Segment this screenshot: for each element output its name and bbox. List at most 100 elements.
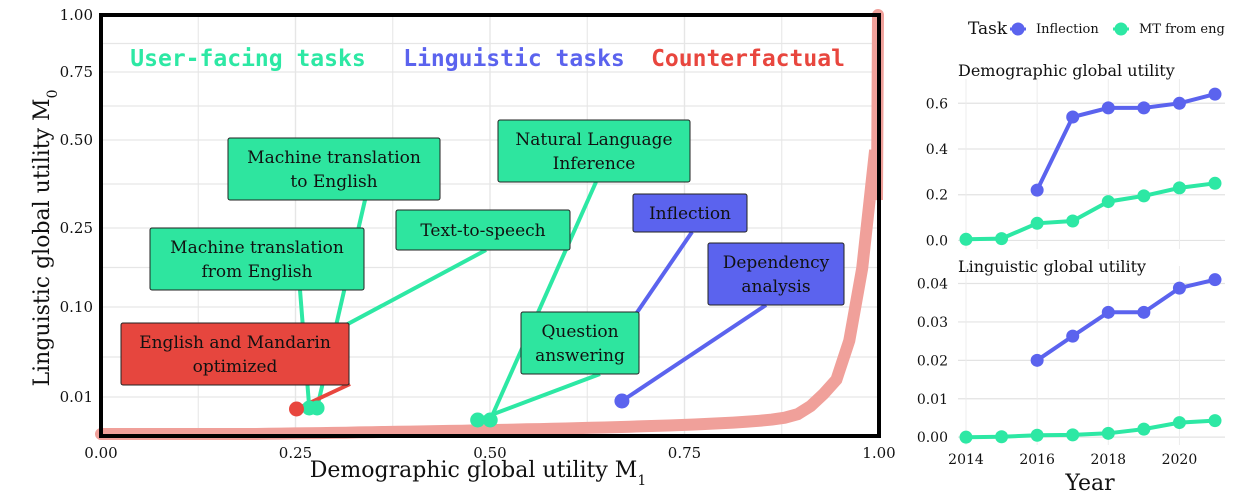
series-point-1 [1208,414,1222,428]
series-point-1 [995,232,1009,246]
panel-y-tick: 0.00 [917,430,948,446]
connector-6 [620,303,768,403]
point-user [301,400,317,416]
y-tick-label: 0.25 [60,219,93,237]
label-text: English and Mandarin [139,333,331,353]
demographic-utility-panel: 0.0 0.2 0.4 0.6 [926,79,1225,249]
label-box-bg [120,322,350,386]
point-user [470,412,486,428]
label-text: analysis [741,277,810,297]
legend-inflection-marker [1011,22,1025,36]
legend-counterfactual: Counterfactual [651,46,845,72]
series-point-0 [1066,329,1080,343]
label-text: Dependency [723,253,830,273]
legend-mt-from-eng-label: MT from eng [1139,22,1225,37]
series-point-0 [1030,183,1044,197]
series-point-1 [1030,216,1044,230]
label-box-bg [707,242,845,306]
point-counter [289,401,304,417]
series-point-0 [1101,305,1115,319]
y-tick-labels: 0.01 0.10 0.25 0.50 0.75 1.00 [60,6,93,406]
x-axis-title: Demographic global utility M1 [310,458,647,489]
series-point-1 [1066,214,1080,228]
series-point-1 [1030,428,1044,442]
legend-mt-from-eng-marker [1114,22,1128,36]
series-point-1 [959,232,973,246]
year-axis-title: Year [1064,471,1115,496]
panel-x-tick: 2018 [1090,452,1126,468]
legend-user-facing-tasks: User-facing tasks [130,46,365,72]
series-point-0 [1137,305,1151,319]
label-box-ling: Dependency analysis [707,242,845,306]
label-box-bg [149,227,365,291]
series-point-0 [1030,353,1044,367]
demographic-panel-title: Demographic global utility [958,61,1175,80]
label-text: Inference [553,154,636,174]
series-point-1 [1172,416,1186,430]
panel-x-tick: 2016 [1019,452,1055,468]
label-text: Machine translation [170,238,344,258]
connector-4 [476,372,601,422]
label-box-user: Machine translation to English [227,137,441,201]
plot-border [99,13,881,438]
label-box-ling: Inflection [632,193,748,233]
series-point-0 [1137,101,1151,115]
x-tick-label: 1.00 [862,444,895,462]
label-text: to English [290,172,377,192]
series-point-0 [1208,273,1222,287]
label-box-user: Text-to-speech [395,209,571,251]
series-point-1 [1137,422,1151,436]
label-text: Inflection [649,204,731,224]
label-box-bg [520,311,640,375]
label-text: Text-to-speech [420,221,545,241]
label-text: answering [535,346,625,366]
series-line-0 [1035,92,1216,191]
series-point-0 [1208,87,1222,101]
panel-x-tick: 2020 [1162,452,1198,468]
label-box-user: Machine translation from English [149,227,365,291]
series-point-1 [1101,195,1115,209]
panel-x-tick: 2014 [948,452,984,468]
series-point-1 [1101,426,1115,440]
y-tick-label: 0.75 [60,63,93,81]
panel-y-tick: 0.01 [917,392,948,408]
label-box-counter: English and Mandarin optimized [120,322,350,386]
label-text: Question [541,322,618,342]
label-box-user: Question answering [520,311,640,375]
panel-y-tick: 0.2 [926,188,948,204]
series-point-0 [1172,281,1186,295]
x-tick-label: 0.25 [279,444,312,462]
panel-y-tick: 0.0 [926,233,948,249]
label-box-bg [497,119,691,183]
x-tick-labels: 0.00 0.25 0.50 0.75 1.00 [84,444,895,462]
series-point-1 [1208,176,1222,190]
legend-inflection-label: Inflection [1036,22,1099,37]
panel-y-tick: 0.6 [926,96,948,112]
label-text: optimized [193,357,278,377]
y-tick-label: 0.10 [60,298,93,316]
connector-3 [488,181,598,421]
point-ling [614,393,630,409]
label-text: Natural Language [515,130,672,150]
series-point-1 [1066,428,1080,442]
linguistic-panel-title: Linguistic global utility [958,257,1146,276]
scatter-chart: User-facing tasks Linguistic tasks Count… [30,6,896,489]
series-point-1 [959,430,973,444]
panel-y-tick: 0.03 [917,315,948,331]
label-box-bg [227,137,441,201]
series-point-0 [1101,101,1115,115]
label-box-bg [632,193,748,233]
label-box-user: Natural Language Inference [497,119,691,183]
linguistic-utility-panel: 0.00 0.01 0.02 0.03 0.04 2014 2016 2018 2020 [917,266,1225,468]
label-text: from English [202,262,313,282]
series-point-1 [1137,189,1151,203]
y-axis-title: Linguistic global utility M0 [30,89,61,386]
series-point-0 [1066,110,1080,124]
panel-y-tick: 0.4 [926,142,948,158]
legend-linguistic-tasks: Linguistic tasks [403,46,625,72]
series-point-0 [1172,96,1186,110]
legend-title: Task [968,19,1008,39]
label-box-bg [395,209,571,251]
